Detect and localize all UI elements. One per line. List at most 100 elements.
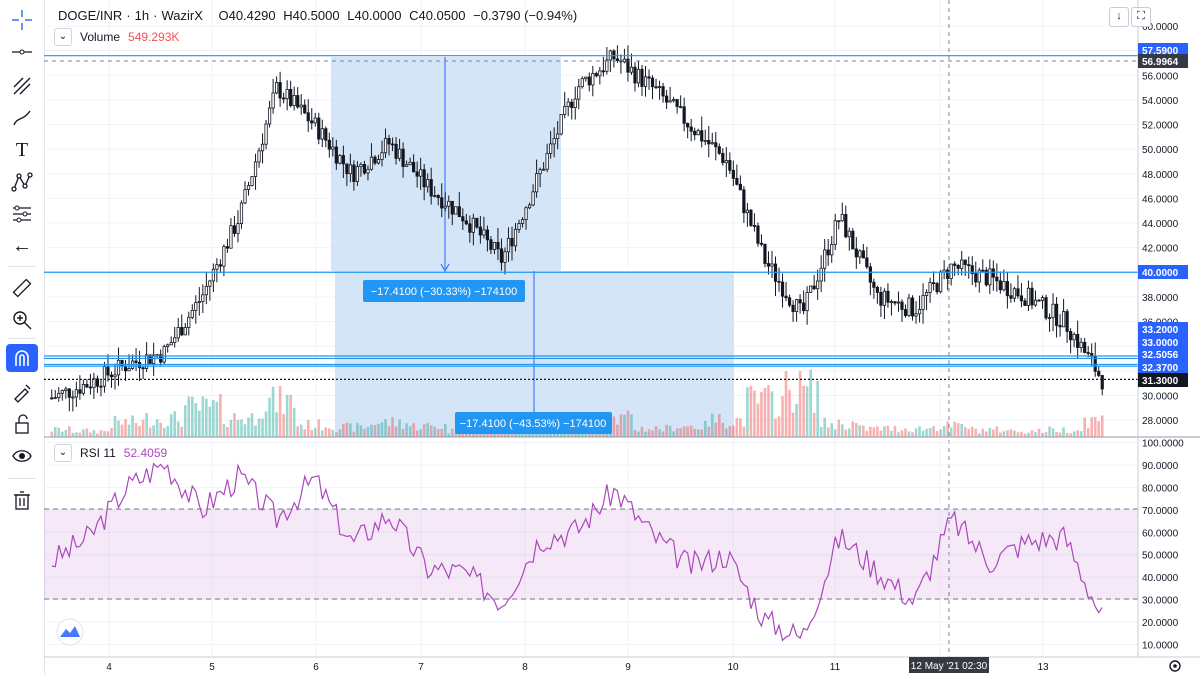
candle-body (482, 229, 486, 236)
candle-body (366, 168, 370, 174)
volume-bar (261, 418, 264, 437)
volume-bar (855, 423, 858, 437)
volume-bar (401, 428, 405, 437)
candle-body (552, 138, 556, 145)
volume-bar (847, 428, 851, 437)
volume-bar (802, 385, 805, 437)
volume-bar (654, 426, 658, 437)
volume-bar (1065, 432, 1069, 437)
price-tick-label: 44.0000 (1142, 219, 1179, 230)
horizontal-lines[interactable] (44, 55, 1138, 380)
volume-bar (967, 428, 971, 437)
candle-body (225, 246, 230, 249)
volume-bar (869, 426, 872, 437)
candle-body (397, 148, 402, 159)
candle-body (471, 217, 475, 233)
time-axis[interactable]: 45678910111213 (106, 662, 1049, 673)
price-tick-label: 28.0000 (1142, 416, 1179, 427)
horizontal-line-icon[interactable] (6, 38, 38, 66)
tradingview-logo-icon[interactable] (56, 618, 84, 646)
crosshair-icon[interactable] (6, 6, 38, 34)
back-arrow-icon[interactable]: ← (12, 234, 32, 257)
volume-bar (166, 426, 169, 437)
measure-box-1[interactable] (331, 57, 561, 271)
measure-arrowhead-1 (440, 263, 450, 273)
candle-body (517, 223, 521, 230)
volume-bar (306, 419, 310, 437)
brush-icon[interactable] (6, 104, 38, 132)
volume-bar (858, 425, 862, 437)
volume-bar (1020, 431, 1023, 437)
prediction-icon[interactable] (6, 200, 38, 228)
candle-body (489, 239, 493, 250)
unlock-icon[interactable] (6, 410, 38, 438)
volume-bar (774, 418, 777, 437)
volume-bar (725, 428, 728, 437)
ohlc-close: C40.0500 (409, 8, 466, 23)
interval[interactable]: 1h (134, 8, 150, 23)
chevron-down-icon[interactable]: ⌄ (54, 28, 72, 46)
volume-bar (282, 414, 285, 437)
candle-body (57, 392, 61, 398)
volume-bar (795, 403, 798, 437)
scroll-down-button[interactable]: ↓ (1109, 7, 1129, 27)
candle-body (229, 225, 233, 249)
volume-bar (911, 432, 914, 437)
volume-bar (963, 427, 967, 437)
volume-bar (138, 425, 141, 437)
candle-body (629, 66, 634, 73)
candle-body (236, 223, 240, 234)
rsi-axis[interactable]: 10.0000 20.0000 30.0000 40.0000 50.0000 60.00… (1142, 439, 1184, 652)
volume-bar (689, 425, 693, 437)
time-tick-label: 8 (522, 662, 528, 673)
volume-bar (840, 424, 844, 437)
candle-body (710, 142, 714, 145)
lock-drawing-icon[interactable] (6, 378, 38, 406)
candle-body (534, 173, 539, 193)
volume-bar (366, 427, 370, 437)
zoom-in-icon[interactable] (6, 306, 38, 334)
magnet-icon[interactable] (6, 344, 38, 372)
candle-body (331, 146, 335, 150)
volume-bar (345, 422, 349, 437)
price-tag-text: 31.3000 (1142, 376, 1179, 387)
candle-body (1061, 311, 1066, 328)
volume-bar (380, 422, 384, 437)
volume-bar (96, 433, 99, 437)
chart-canvas[interactable]: −17.4100 (−30.33%) −174100 −17.4100 (−43… (44, 0, 1200, 675)
candle-body (844, 214, 848, 238)
candle-body (538, 169, 542, 175)
pitchfork-icon[interactable] (6, 72, 38, 100)
chart-area[interactable]: −17.4100 (−30.33%) −174100 −17.4100 (−43… (44, 0, 1200, 675)
volume-bar (89, 432, 92, 437)
eye-icon[interactable] (6, 442, 38, 470)
candle-body (492, 242, 497, 250)
candle-body (113, 374, 117, 378)
symbol-name[interactable]: DOGE/INR (58, 8, 123, 23)
price-tick-label: 50.0000 (1142, 145, 1179, 156)
candle-body (60, 390, 64, 394)
candle-body (886, 290, 890, 303)
candle-body (359, 164, 363, 168)
candle-body (851, 230, 855, 250)
volume-bar (75, 432, 78, 437)
rsi-tick-label: 10.0000 (1142, 640, 1179, 651)
volume-bar (169, 414, 173, 437)
ruler-icon[interactable] (6, 274, 38, 302)
volume-bar (798, 371, 802, 437)
candle-body (668, 100, 672, 103)
volume-bar (1097, 421, 1101, 437)
candle-body (324, 128, 328, 141)
candle-body (162, 346, 166, 363)
candle-body (882, 290, 887, 306)
text-tool-icon[interactable]: T (15, 138, 29, 161)
chevron-down-icon[interactable]: ⌄ (54, 444, 72, 462)
trash-icon[interactable] (6, 486, 38, 514)
fullscreen-button[interactable]: ⛶ (1131, 7, 1151, 27)
volume-bar (658, 429, 661, 437)
volume-bar (1090, 417, 1094, 437)
settings-gear-icon[interactable] (1169, 660, 1181, 672)
volume-bar (1083, 417, 1086, 437)
pattern-icon[interactable] (6, 168, 38, 196)
volume-bar (310, 429, 314, 437)
